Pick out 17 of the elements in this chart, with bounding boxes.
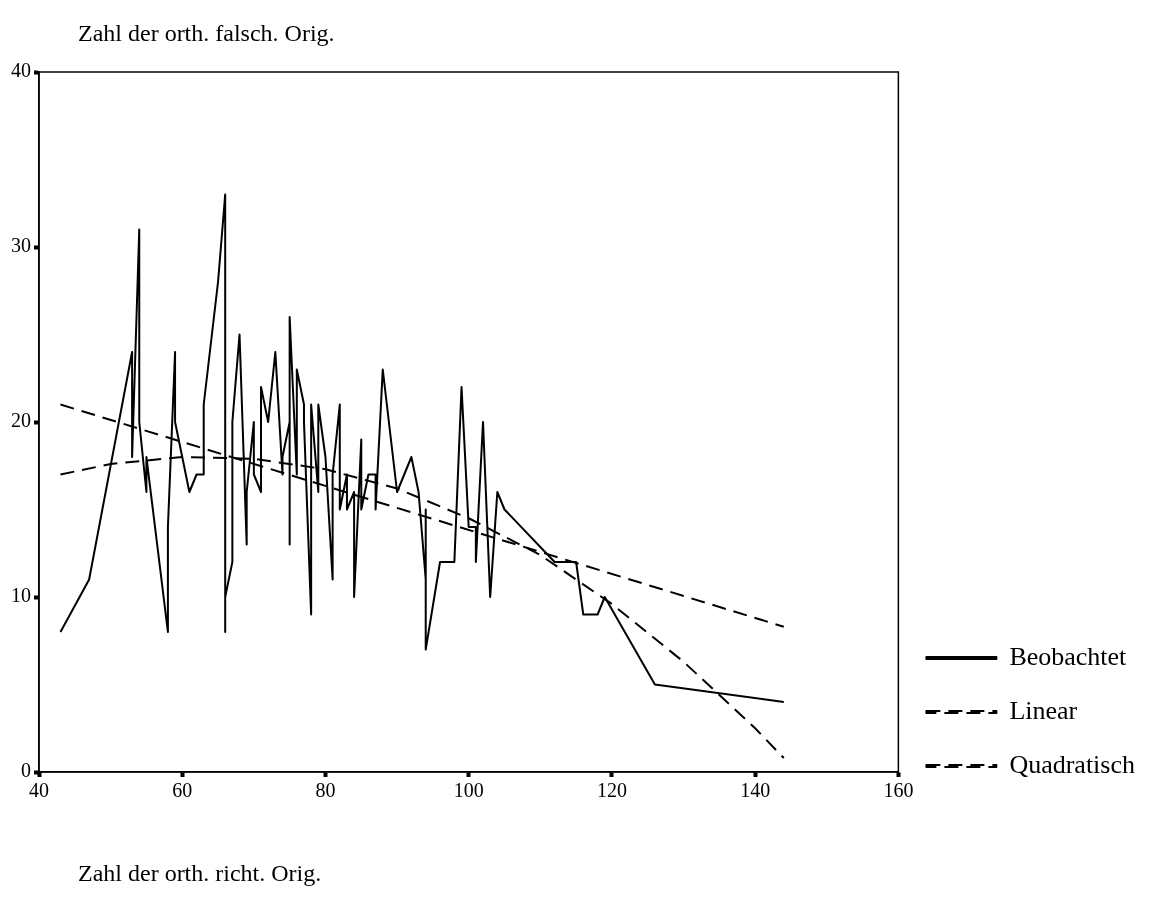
x-tick-label: 100 [453, 779, 484, 802]
y-tick-label: 30 [11, 234, 31, 257]
x-tick-label: 160 [883, 779, 914, 802]
x-tick-label: 120 [596, 779, 627, 802]
x-tick-label: 60 [172, 779, 193, 802]
legend-label: Beobachtet [1009, 641, 1128, 671]
y-tick-label: 10 [11, 584, 31, 607]
legend-label: Linear [1009, 695, 1078, 725]
y-axis-title: Zahl der orth. falsch. Orig. [78, 20, 335, 47]
y-tick-label: 20 [11, 409, 31, 432]
x-tick-label: 140 [740, 779, 771, 802]
y-tick-label: 0 [21, 759, 31, 782]
y-tick-label: 40 [11, 59, 31, 82]
x-tick-label: 40 [29, 779, 49, 802]
x-axis-title: Zahl der orth. richt. Orig. [78, 860, 322, 887]
x-tick-label: 80 [315, 779, 336, 802]
legend-label: Quadratisch [1009, 749, 1135, 779]
